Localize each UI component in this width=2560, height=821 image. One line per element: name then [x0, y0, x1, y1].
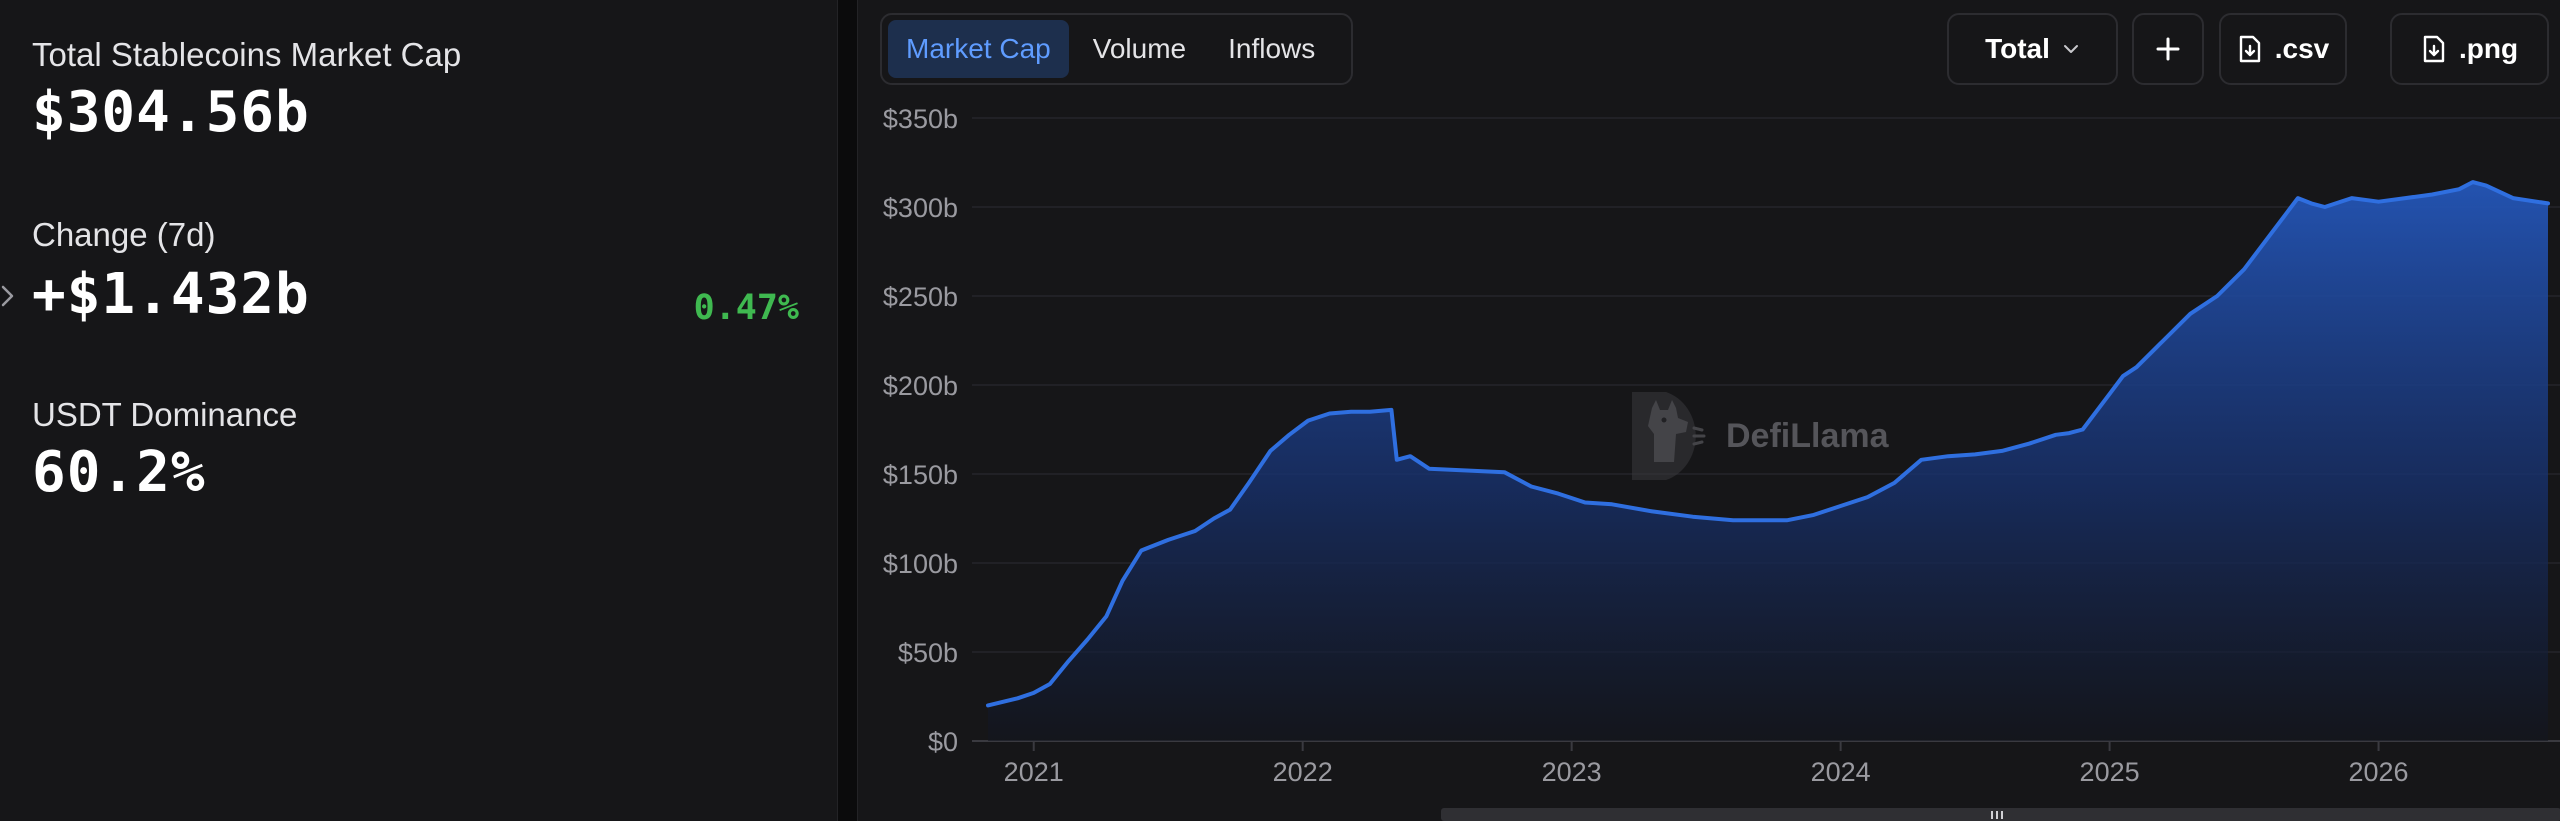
y-tick-label: $300b: [883, 193, 958, 223]
stats-panel: Total Stablecoins Market Cap $304.56b Ch…: [0, 0, 838, 821]
dominance-value: 60.2%: [32, 440, 206, 505]
download-png-button[interactable]: .png: [2390, 13, 2549, 85]
file-download-icon: [2423, 35, 2445, 63]
y-tick-label: $350b: [883, 104, 958, 134]
chart-tab-group: Market Cap Volume Inflows: [880, 13, 1353, 85]
y-tick-label: $200b: [883, 371, 958, 401]
series-line: [986, 180, 2550, 708]
chart-scrollbar[interactable]: [1441, 808, 2560, 821]
y-tick-label: $0: [928, 727, 958, 757]
dominance-label: USDT Dominance: [32, 396, 298, 433]
total-dropdown[interactable]: Total: [1947, 13, 2118, 85]
scrollbar-grip[interactable]: [1991, 811, 2005, 819]
defillama-watermark: DefiLlama: [1626, 388, 1889, 484]
tab-market-cap[interactable]: Market Cap: [888, 20, 1069, 78]
x-tick-label: 2022: [1273, 757, 1333, 787]
tab-inflows[interactable]: Inflows: [1228, 33, 1316, 64]
series-area: [988, 182, 2548, 742]
y-tick-label: $50b: [898, 638, 958, 668]
png-label: .png: [2458, 33, 2519, 64]
chevron-down-icon: [2063, 45, 2078, 53]
add-button[interactable]: [2132, 13, 2204, 85]
change-percent: 0.47%: [693, 288, 799, 328]
watermark-text: DefiLlama: [1726, 416, 1889, 455]
y-tick-label: $150b: [883, 460, 958, 490]
llama-logo-icon: [1632, 392, 1706, 480]
file-download-icon: [2239, 35, 2260, 63]
tab-volume[interactable]: Volume: [1092, 33, 1187, 64]
x-tick-label: 2021: [1004, 757, 1064, 787]
y-tick-label: $100b: [883, 549, 958, 579]
total-dropdown-label: Total: [1985, 33, 2050, 64]
x-tick-label: 2025: [2080, 757, 2140, 787]
market-cap-chart[interactable]: $0 $50b $100b $150b $200b $250b $300b $350b 2021…: [858, 0, 2560, 808]
csv-label: .csv: [2274, 33, 2330, 64]
y-tick-label: $250b: [883, 282, 958, 312]
market-cap-label: Total Stablecoins Market Cap: [32, 36, 462, 73]
market-cap-value: $304.56b: [32, 80, 310, 145]
chart-panel: Market Cap Volume Inflows Total .csv: [857, 0, 2560, 821]
x-tick-label: 2024: [1811, 757, 1871, 787]
panel-gap: [838, 0, 857, 821]
change-value: +$1.432b: [32, 262, 310, 327]
chevron-right-icon[interactable]: [0, 282, 20, 310]
x-tick-label: 2026: [2349, 757, 2409, 787]
plus-icon: [2156, 37, 2180, 61]
download-csv-button[interactable]: .csv: [2219, 13, 2347, 85]
x-tick-label: 2023: [1542, 757, 1602, 787]
change-label: Change (7d): [32, 216, 216, 253]
